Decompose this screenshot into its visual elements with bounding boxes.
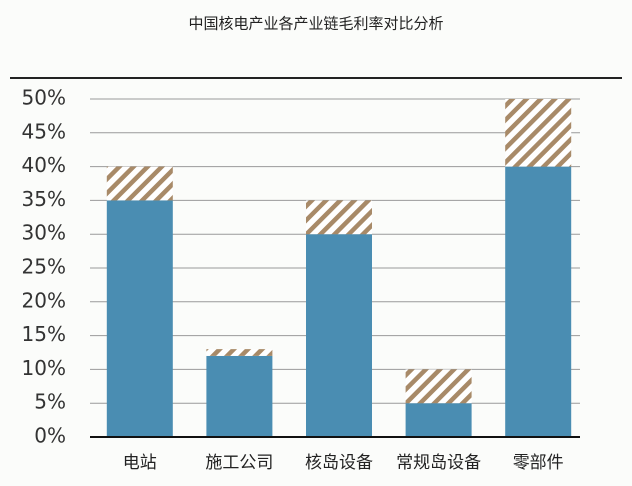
bar-segment bbox=[306, 234, 372, 437]
x-tick-label: 零部件 bbox=[513, 453, 564, 473]
x-tick-label: 电站 bbox=[123, 453, 157, 473]
bar-segment bbox=[405, 369, 472, 404]
y-tick-label: 15% bbox=[22, 322, 66, 346]
y-tick-label: 5% bbox=[34, 390, 66, 414]
y-tick-label: 25% bbox=[22, 255, 66, 279]
y-tick-label: 45% bbox=[22, 119, 66, 143]
x-tick-label: 核岛设备 bbox=[305, 453, 373, 473]
x-tick-label: 施工公司 bbox=[205, 453, 273, 473]
bar-segment bbox=[505, 166, 572, 437]
bar-segment bbox=[206, 355, 273, 437]
bar-segment bbox=[106, 166, 173, 201]
y-tick-label: 10% bbox=[22, 356, 66, 380]
bar-segment bbox=[306, 200, 372, 235]
bar-segment bbox=[206, 349, 273, 356]
x-tick-label: 常规岛设备 bbox=[396, 453, 481, 473]
plot-area: 0% 5% 10% 15% 20% 25% 30% 35% 40% 45% 50% 电站 施工公司 核岛设… bbox=[22, 86, 580, 473]
y-tick-label: 35% bbox=[22, 187, 66, 211]
y-tick-label: 50% bbox=[22, 86, 66, 110]
y-tick-label: 40% bbox=[22, 153, 66, 177]
bar-segment bbox=[505, 99, 572, 167]
bar-segment bbox=[405, 403, 472, 437]
bar-segment bbox=[106, 200, 173, 437]
y-tick-label: 30% bbox=[22, 221, 66, 245]
y-tick-label: 0% bbox=[34, 424, 66, 448]
y-tick-label: 20% bbox=[22, 288, 66, 312]
chart-title: 中国核电产业各产业链毛利率对比分析 bbox=[188, 15, 443, 33]
